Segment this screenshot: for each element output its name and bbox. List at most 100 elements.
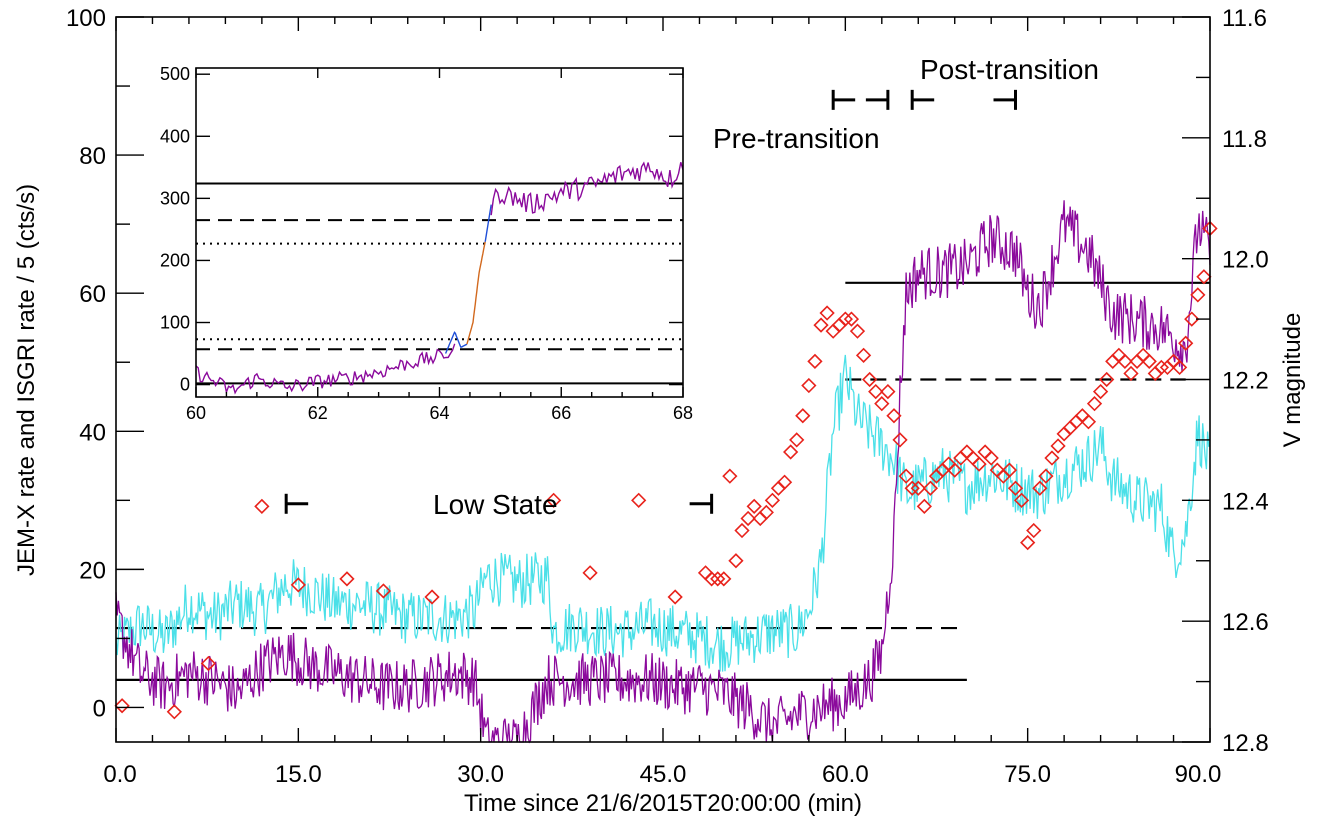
vmag-point <box>710 571 726 587</box>
vmag-markers <box>114 220 1218 720</box>
vmag-point <box>339 571 355 587</box>
vmag-point <box>983 450 999 466</box>
vmag-point <box>758 504 774 521</box>
vmag-point <box>254 498 270 515</box>
interval-bar <box>910 89 1018 110</box>
vmag-point <box>1013 492 1030 508</box>
vmag-point <box>1026 522 1042 539</box>
x-tick-label: 30.0 <box>457 761 504 788</box>
vmag-point <box>1050 438 1066 454</box>
inset-y-tick-label: 100 <box>160 313 190 333</box>
vmag-point <box>904 480 920 496</box>
main-y-right-axis: 11.6 11.8 12.0 12.2 12.4 12.6 12.8 <box>1182 5 1269 757</box>
inset-y-tick-label: 400 <box>160 126 190 146</box>
inset-series-line <box>466 241 486 345</box>
inset-y-axis: 0 100 200 300 400 500 <box>160 64 683 395</box>
vmag-point <box>114 698 130 714</box>
vmag-point <box>776 474 793 490</box>
vmag-point <box>1117 353 1133 370</box>
vmag-point <box>722 468 738 484</box>
vmag-point <box>795 408 811 424</box>
vmag-point <box>947 462 963 478</box>
vmag-point <box>734 522 750 539</box>
inset-background <box>183 66 686 396</box>
y-right-tick-label: 11.6 <box>1222 5 1267 32</box>
vmag-point <box>783 444 799 460</box>
vmag-point <box>1153 359 1170 376</box>
x-tick-label: 15.0 <box>275 761 322 788</box>
vmag-point <box>855 347 872 363</box>
inset-level-lines <box>196 182 683 385</box>
inset-series-lines <box>195 161 684 395</box>
vmag-point <box>801 377 817 394</box>
inset-y-tick-label: 200 <box>160 250 190 270</box>
vmag-point <box>874 396 890 412</box>
inset-x-tick-label: 66 <box>551 403 571 423</box>
vmag-point <box>910 480 926 496</box>
vmag-point <box>868 383 884 400</box>
inset-panel: 60 62 64 66 68 0 100 200 300 400 500 <box>160 64 693 423</box>
vmag-point <box>971 456 987 472</box>
vmag-point <box>764 492 781 508</box>
vmag-point <box>892 432 908 448</box>
interval-bars <box>284 89 1018 514</box>
y-tick-label: 60 <box>79 281 106 308</box>
y-tick-label: 20 <box>79 557 106 584</box>
vmag-point <box>837 311 853 327</box>
inset-x-tick-label: 60 <box>186 403 206 423</box>
vmag-point <box>886 408 902 424</box>
vmag-point <box>1171 359 1188 376</box>
main-panel: 0.0 15.0 30.0 45.0 60.0 75.0 90.0 0 20 40 60 80 100… <box>13 5 1306 817</box>
inset-x-tick-label: 68 <box>673 403 693 423</box>
vmag-point <box>545 492 562 508</box>
vmag-point <box>1190 287 1206 303</box>
main-x-axis: 0.0 15.0 30.0 45.0 60.0 75.0 90.0 <box>103 17 1221 788</box>
x-tick-label: 45.0 <box>640 761 687 788</box>
vmag-point <box>1184 311 1200 327</box>
vmag-point <box>582 565 598 581</box>
inset-series-line <box>444 331 468 354</box>
vmag-point <box>898 468 914 484</box>
series-line <box>115 354 1211 672</box>
y-right-tick-label: 12.2 <box>1222 368 1269 395</box>
vmag-point <box>1092 383 1109 400</box>
y-right-tick-label: 12.6 <box>1222 609 1269 636</box>
x-tick-label: 0.0 <box>103 761 136 788</box>
interval-bar <box>831 89 890 110</box>
y-tick-label: 40 <box>79 419 106 446</box>
vmag-point <box>1080 414 1097 430</box>
vmag-point <box>166 704 182 720</box>
vmag-point <box>1141 353 1157 370</box>
series-lines <box>115 200 1211 744</box>
vmag-point <box>728 553 744 569</box>
inset-x-tick-label: 62 <box>308 403 328 423</box>
vmag-point <box>922 480 939 496</box>
vmag-point <box>813 317 829 333</box>
vmag-point <box>1001 462 1018 478</box>
inset-x-tick-label: 64 <box>429 403 449 423</box>
vmag-point <box>667 589 683 605</box>
vmag-point <box>703 571 720 587</box>
annotation-pre-transition: Pre-transition <box>713 123 880 154</box>
inset-x-axis: 60 62 64 66 68 <box>186 68 693 423</box>
vmag-point <box>290 577 306 593</box>
y-tick-label: 80 <box>79 143 106 170</box>
vmag-point <box>916 498 932 515</box>
vmag-point <box>1032 480 1048 496</box>
y-right-axis-title: V magnitude <box>1279 313 1306 448</box>
vmag-point <box>849 323 866 339</box>
y-tick-label: 0 <box>93 695 106 722</box>
inset-series-line <box>484 204 492 242</box>
inset-series-line <box>195 343 456 395</box>
vmag-point <box>200 655 217 672</box>
vmag-point <box>862 371 878 388</box>
series-line <box>115 200 1211 744</box>
y-axis-title: JEM-X rate and ISGRI rate / 5 (cts/s) <box>13 184 40 576</box>
vmag-point <box>375 583 392 599</box>
y-tick-label: 100 <box>66 5 106 32</box>
vmag-point <box>807 353 823 370</box>
inset-y-tick-label: 500 <box>160 64 190 84</box>
vmag-point <box>746 498 762 515</box>
x-tick-label: 60.0 <box>822 761 869 788</box>
